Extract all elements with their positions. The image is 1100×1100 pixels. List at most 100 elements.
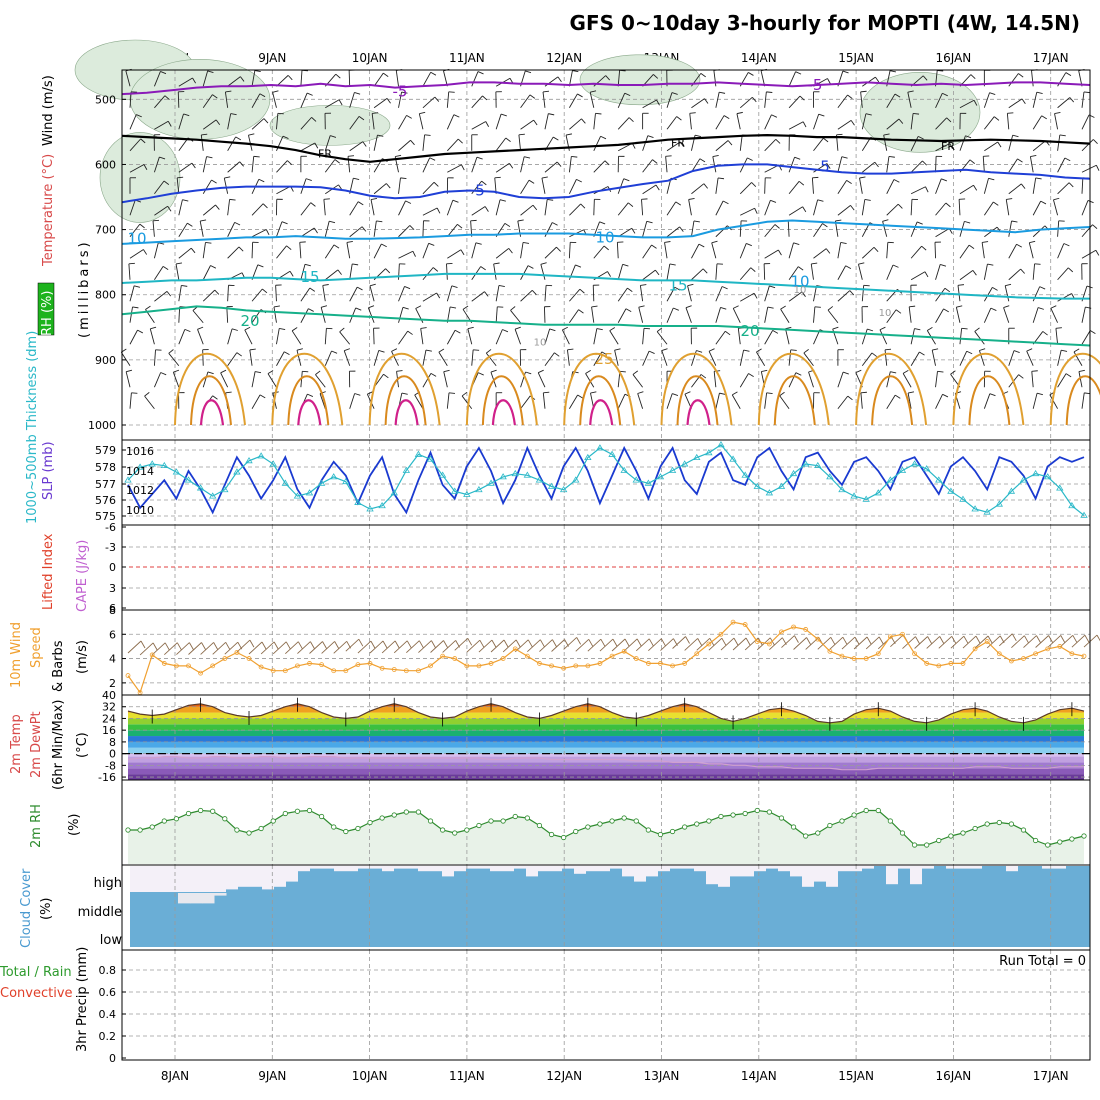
isotherm-30 xyxy=(773,375,816,426)
surface-barb xyxy=(248,641,263,655)
wind-barb-flag xyxy=(572,70,579,73)
surface-barb-flag xyxy=(1011,633,1017,642)
high-cloud-bar xyxy=(502,871,515,892)
wind-barb-flag xyxy=(452,199,459,203)
wind-barb xyxy=(788,266,799,281)
precip-panel: 00.20.40.60.8 Run Total = 0 Total / Rain… xyxy=(0,947,1091,1065)
wind-barb-flag xyxy=(794,156,801,160)
wind-barb-flag xyxy=(1017,158,1023,163)
wind-barb xyxy=(642,135,649,151)
isotherm-label: 5 xyxy=(475,182,485,200)
surface-barb xyxy=(176,642,190,655)
wind-barb xyxy=(149,328,155,345)
rh-point xyxy=(815,830,821,836)
surface-barb-flag xyxy=(394,640,400,649)
wind-barb-flag xyxy=(1005,283,1012,287)
wind-barb-flag xyxy=(775,138,781,144)
wind-barb-flag xyxy=(577,394,584,399)
high-cloud-bar xyxy=(958,868,971,892)
wind-barb xyxy=(827,309,839,324)
high-cloud-bar xyxy=(946,868,959,892)
temp-band xyxy=(128,724,1084,731)
surface-barb-flag xyxy=(539,639,545,647)
wind-barb-flag xyxy=(402,306,409,310)
bottom-date-label: 17JAN xyxy=(1033,1069,1069,1083)
wind-barb xyxy=(764,200,771,216)
wind-barb xyxy=(1026,350,1034,366)
wind-barb-flag xyxy=(381,243,387,248)
high-cloud-empty xyxy=(262,866,275,892)
high-cloud-empty xyxy=(130,866,143,892)
wind-barb-flag xyxy=(1078,369,1085,372)
wind-barb xyxy=(178,222,188,237)
wind-barb-flag xyxy=(287,75,293,81)
thickness-marker xyxy=(753,482,761,489)
wind-barb xyxy=(1081,139,1094,152)
wind-barb xyxy=(227,246,240,259)
wind-barb xyxy=(315,374,326,388)
wind-barb-flag xyxy=(966,350,973,355)
surface-barb-flag xyxy=(418,640,424,648)
rh-point xyxy=(548,831,555,838)
wind-barb xyxy=(178,162,193,173)
high-cloud-empty xyxy=(238,866,251,892)
rh-point xyxy=(161,818,167,824)
wind-barb xyxy=(471,206,486,216)
rh-point xyxy=(379,815,385,821)
tick-label: 4 xyxy=(109,653,116,666)
thickness-marker xyxy=(680,460,689,467)
wind-barb xyxy=(566,349,570,366)
wind-barb xyxy=(422,134,426,151)
wind-barb xyxy=(642,244,652,259)
high-cloud-bar xyxy=(802,886,815,892)
surface-barb xyxy=(272,641,287,655)
thickness-marker xyxy=(801,460,810,467)
lifted-index-label: Lifted Index xyxy=(41,533,56,610)
thickness-marker xyxy=(451,487,459,494)
wind-barb-flag xyxy=(595,112,602,115)
temp-band xyxy=(128,768,1084,775)
wind-barb-flag xyxy=(894,93,901,98)
wind-barb xyxy=(227,76,241,87)
wind-barb-flag xyxy=(761,369,768,373)
middle-cloud-gap xyxy=(190,893,203,904)
wind-barb-flag xyxy=(924,271,929,278)
wind-barb xyxy=(422,373,432,388)
wind-barb-flag xyxy=(970,74,976,80)
high-cloud-bar xyxy=(514,868,527,892)
wind-barb xyxy=(369,285,375,302)
high-cloud-empty xyxy=(178,866,191,892)
wind-speed-point xyxy=(282,668,288,674)
high-cloud-bar xyxy=(838,871,851,892)
wind-barb xyxy=(446,285,453,302)
wind-barb-flag xyxy=(210,265,217,269)
wind-barb xyxy=(447,249,462,259)
wind-barb xyxy=(715,225,728,238)
wind-speed-point xyxy=(512,646,518,652)
wind-barb-flag xyxy=(182,199,189,202)
wind-speed-point xyxy=(379,665,385,671)
wind-barb-flag xyxy=(889,70,897,73)
surface-barb-flag xyxy=(733,637,739,646)
wind-barb-flag xyxy=(941,178,948,182)
wind-barb xyxy=(617,92,626,108)
wind-barb-flag xyxy=(361,226,367,232)
wind-barb xyxy=(642,221,648,237)
wind-barb xyxy=(785,328,790,345)
high-cloud-empty xyxy=(802,866,815,892)
wind-barb xyxy=(520,179,530,194)
wind-barb xyxy=(959,135,966,151)
wind-barb-flag xyxy=(339,327,345,333)
wind-barb xyxy=(1005,199,1010,216)
rh-point xyxy=(1057,839,1063,845)
wind-barb-flag xyxy=(338,99,343,106)
wind-barb-flag xyxy=(656,327,663,332)
high-cloud-empty xyxy=(214,866,227,892)
temp-band xyxy=(128,712,1084,719)
wind-barb-flag xyxy=(897,203,903,209)
temp-band xyxy=(128,703,1084,707)
slp-label: SLP (mb) xyxy=(41,441,56,500)
wind-speed-point xyxy=(900,631,905,637)
wind-barb-flag xyxy=(1042,331,1048,336)
